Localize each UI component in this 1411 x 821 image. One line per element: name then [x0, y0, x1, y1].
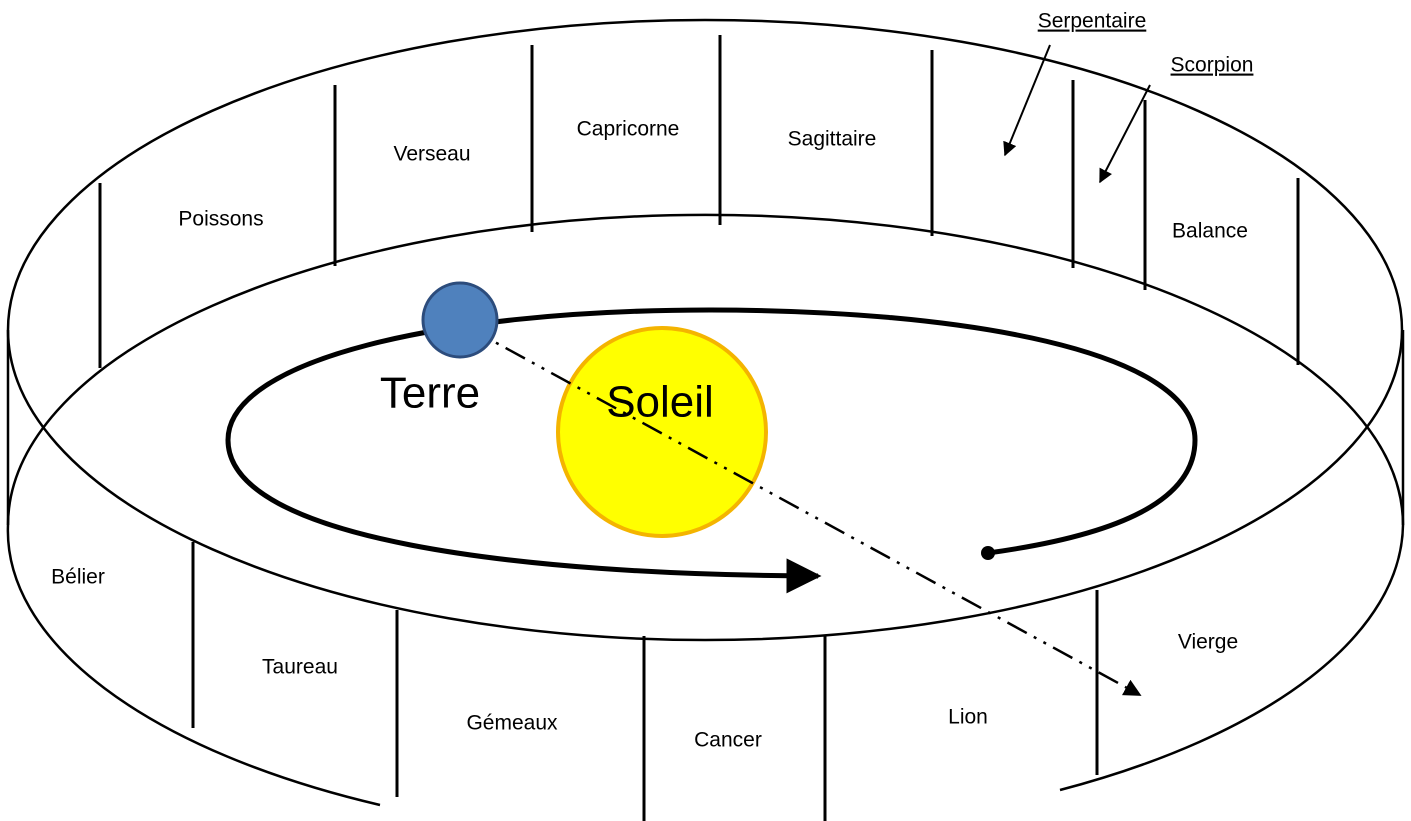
sun-label: Soleil — [606, 378, 714, 427]
sign-label: Sagittaire — [788, 128, 877, 151]
earth — [423, 283, 497, 357]
orbit-start — [981, 546, 995, 560]
sign-label: Verseau — [393, 143, 470, 166]
sign-label: Bélier — [51, 566, 105, 589]
callout-arrow — [1005, 45, 1050, 155]
bottom-rim — [1060, 525, 1403, 790]
sign-label: Gémeaux — [466, 712, 558, 735]
sign-label: Balance — [1172, 220, 1248, 243]
top-rim — [8, 20, 1402, 640]
sign-label: Poissons — [178, 208, 263, 231]
sign-label: Lion — [948, 706, 988, 729]
sign-label: Capricorne — [577, 118, 680, 141]
page: {"signs": ["Poissons", "Verseau", "Capri… — [0, 0, 1411, 821]
callout-label: Serpentaire — [1038, 10, 1147, 33]
sign-label: Cancer — [694, 729, 762, 752]
callout-arrow — [1100, 85, 1150, 182]
callout-label: Scorpion — [1171, 54, 1254, 77]
sightline — [460, 323, 1140, 695]
zodiac-diagram: Soleil Terre Poissons Verseau Capricorne… — [0, 0, 1411, 821]
sign-label: Vierge — [1178, 631, 1238, 654]
sign-label: Taureau — [262, 656, 338, 679]
sun — [558, 328, 766, 536]
earth-label: Terre — [380, 369, 480, 418]
